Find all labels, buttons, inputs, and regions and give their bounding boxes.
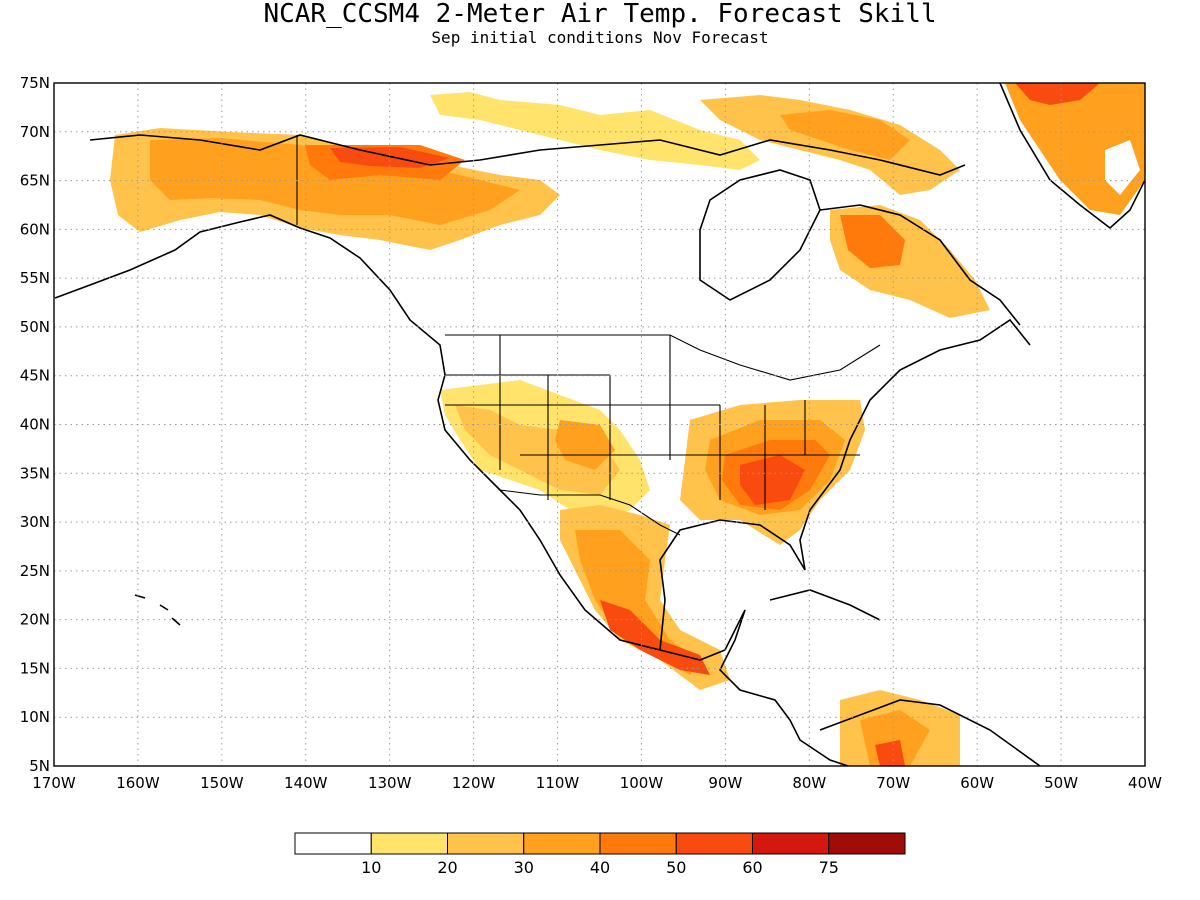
graticule bbox=[54, 83, 1145, 766]
lat-tick-label: 20N bbox=[20, 611, 50, 629]
shade-southeast-peak bbox=[740, 455, 805, 505]
lon-tick-label: 120W bbox=[452, 774, 496, 792]
shade-alaska-inner bbox=[150, 138, 520, 225]
coast-gulf bbox=[659, 318, 1031, 651]
lon-axis: 170W 160W 150W 140W 130W 120W 110W 100W 90W 80W 70… bbox=[32, 774, 1162, 792]
coast-hawaii bbox=[134, 594, 181, 626]
legend-label: 50 bbox=[666, 858, 686, 877]
legend-swatch bbox=[447, 832, 525, 855]
shade-arctic-3 bbox=[780, 110, 910, 160]
lat-tick-label: 75N bbox=[20, 74, 50, 92]
lon-tick-label: 150W bbox=[200, 774, 244, 792]
border-us-states bbox=[445, 335, 860, 510]
lon-tick-label: 140W bbox=[284, 774, 328, 792]
border-us-canada bbox=[445, 334, 881, 381]
lat-tick-label: 5N bbox=[29, 757, 50, 775]
legend-swatch bbox=[752, 832, 830, 855]
lat-tick-label: 40N bbox=[20, 416, 50, 434]
shade-labrador-inner bbox=[840, 215, 905, 268]
shade-greenland-red bbox=[1015, 83, 1100, 105]
lon-tick-label: 80W bbox=[792, 774, 826, 792]
lon-tick-label: 40W bbox=[1128, 774, 1162, 792]
lat-tick-label: 45N bbox=[20, 367, 50, 385]
coast-cuba bbox=[769, 589, 881, 621]
skill-shading bbox=[110, 83, 1145, 766]
legend-swatch bbox=[675, 832, 753, 855]
lat-tick-label: 60N bbox=[20, 220, 50, 238]
shade-arctic-1 bbox=[430, 92, 760, 170]
lon-tick-label: 160W bbox=[116, 774, 160, 792]
lat-tick-label: 25N bbox=[20, 562, 50, 580]
lat-tick-label: 55N bbox=[20, 269, 50, 287]
coast-greenland bbox=[999, 83, 1145, 230]
lon-tick-label: 110W bbox=[536, 774, 580, 792]
lat-tick-label: 10N bbox=[20, 708, 50, 726]
legend-swatch bbox=[294, 832, 372, 855]
coast-hudson-bay bbox=[699, 169, 821, 301]
lat-tick-label: 65N bbox=[20, 172, 50, 190]
legend-swatch bbox=[828, 832, 906, 855]
coast-labrador bbox=[819, 204, 1021, 326]
color-legend: 10 20 30 40 50 60 75 bbox=[294, 832, 906, 877]
legend-swatch bbox=[599, 832, 677, 855]
lon-tick-label: 90W bbox=[708, 774, 742, 792]
shade-arctic-2 bbox=[700, 95, 960, 195]
coast-north bbox=[89, 134, 966, 176]
lat-tick-label: 15N bbox=[20, 659, 50, 677]
legend-label: 10 bbox=[361, 858, 381, 877]
lon-tick-label: 100W bbox=[620, 774, 664, 792]
lat-tick-label: 30N bbox=[20, 513, 50, 531]
shade-greenland-white bbox=[1105, 140, 1140, 195]
lon-tick-label: 130W bbox=[368, 774, 412, 792]
lat-axis: 75N 70N 65N 60N 55N 50N 45N 40N 35N 30N 25N 20N 15N 1… bbox=[20, 74, 50, 775]
border-us-mexico bbox=[499, 489, 681, 536]
legend-label: 20 bbox=[437, 858, 457, 877]
plot-frame bbox=[53, 82, 1146, 767]
lon-tick-label: 60W bbox=[960, 774, 994, 792]
legend-label: 75 bbox=[819, 858, 839, 877]
legend-label: 30 bbox=[514, 858, 534, 877]
shade-western-inner bbox=[455, 405, 620, 495]
lat-tick-label: 70N bbox=[20, 123, 50, 141]
shade-mexico-inner bbox=[575, 530, 700, 675]
legend-label: 60 bbox=[742, 858, 762, 877]
lon-tick-label: 70W bbox=[876, 774, 910, 792]
lon-tick-label: 50W bbox=[1044, 774, 1078, 792]
legend-swatch bbox=[370, 832, 448, 855]
shade-colorado bbox=[555, 420, 615, 470]
political-borders bbox=[296, 135, 881, 536]
map-subtitle: Sep initial conditions Nov Forecast bbox=[431, 28, 769, 47]
lat-tick-label: 50N bbox=[20, 318, 50, 336]
coast-south-america bbox=[819, 699, 1041, 766]
lat-tick-label: 35N bbox=[20, 464, 50, 482]
legend-label: 40 bbox=[590, 858, 610, 877]
legend-swatch bbox=[523, 832, 601, 855]
lon-tick-label: 170W bbox=[32, 774, 76, 792]
map-title: NCAR_CCSM4 2-Meter Air Temp. Forecast Sk… bbox=[263, 0, 937, 29]
shade-south-america-peak bbox=[875, 740, 905, 766]
